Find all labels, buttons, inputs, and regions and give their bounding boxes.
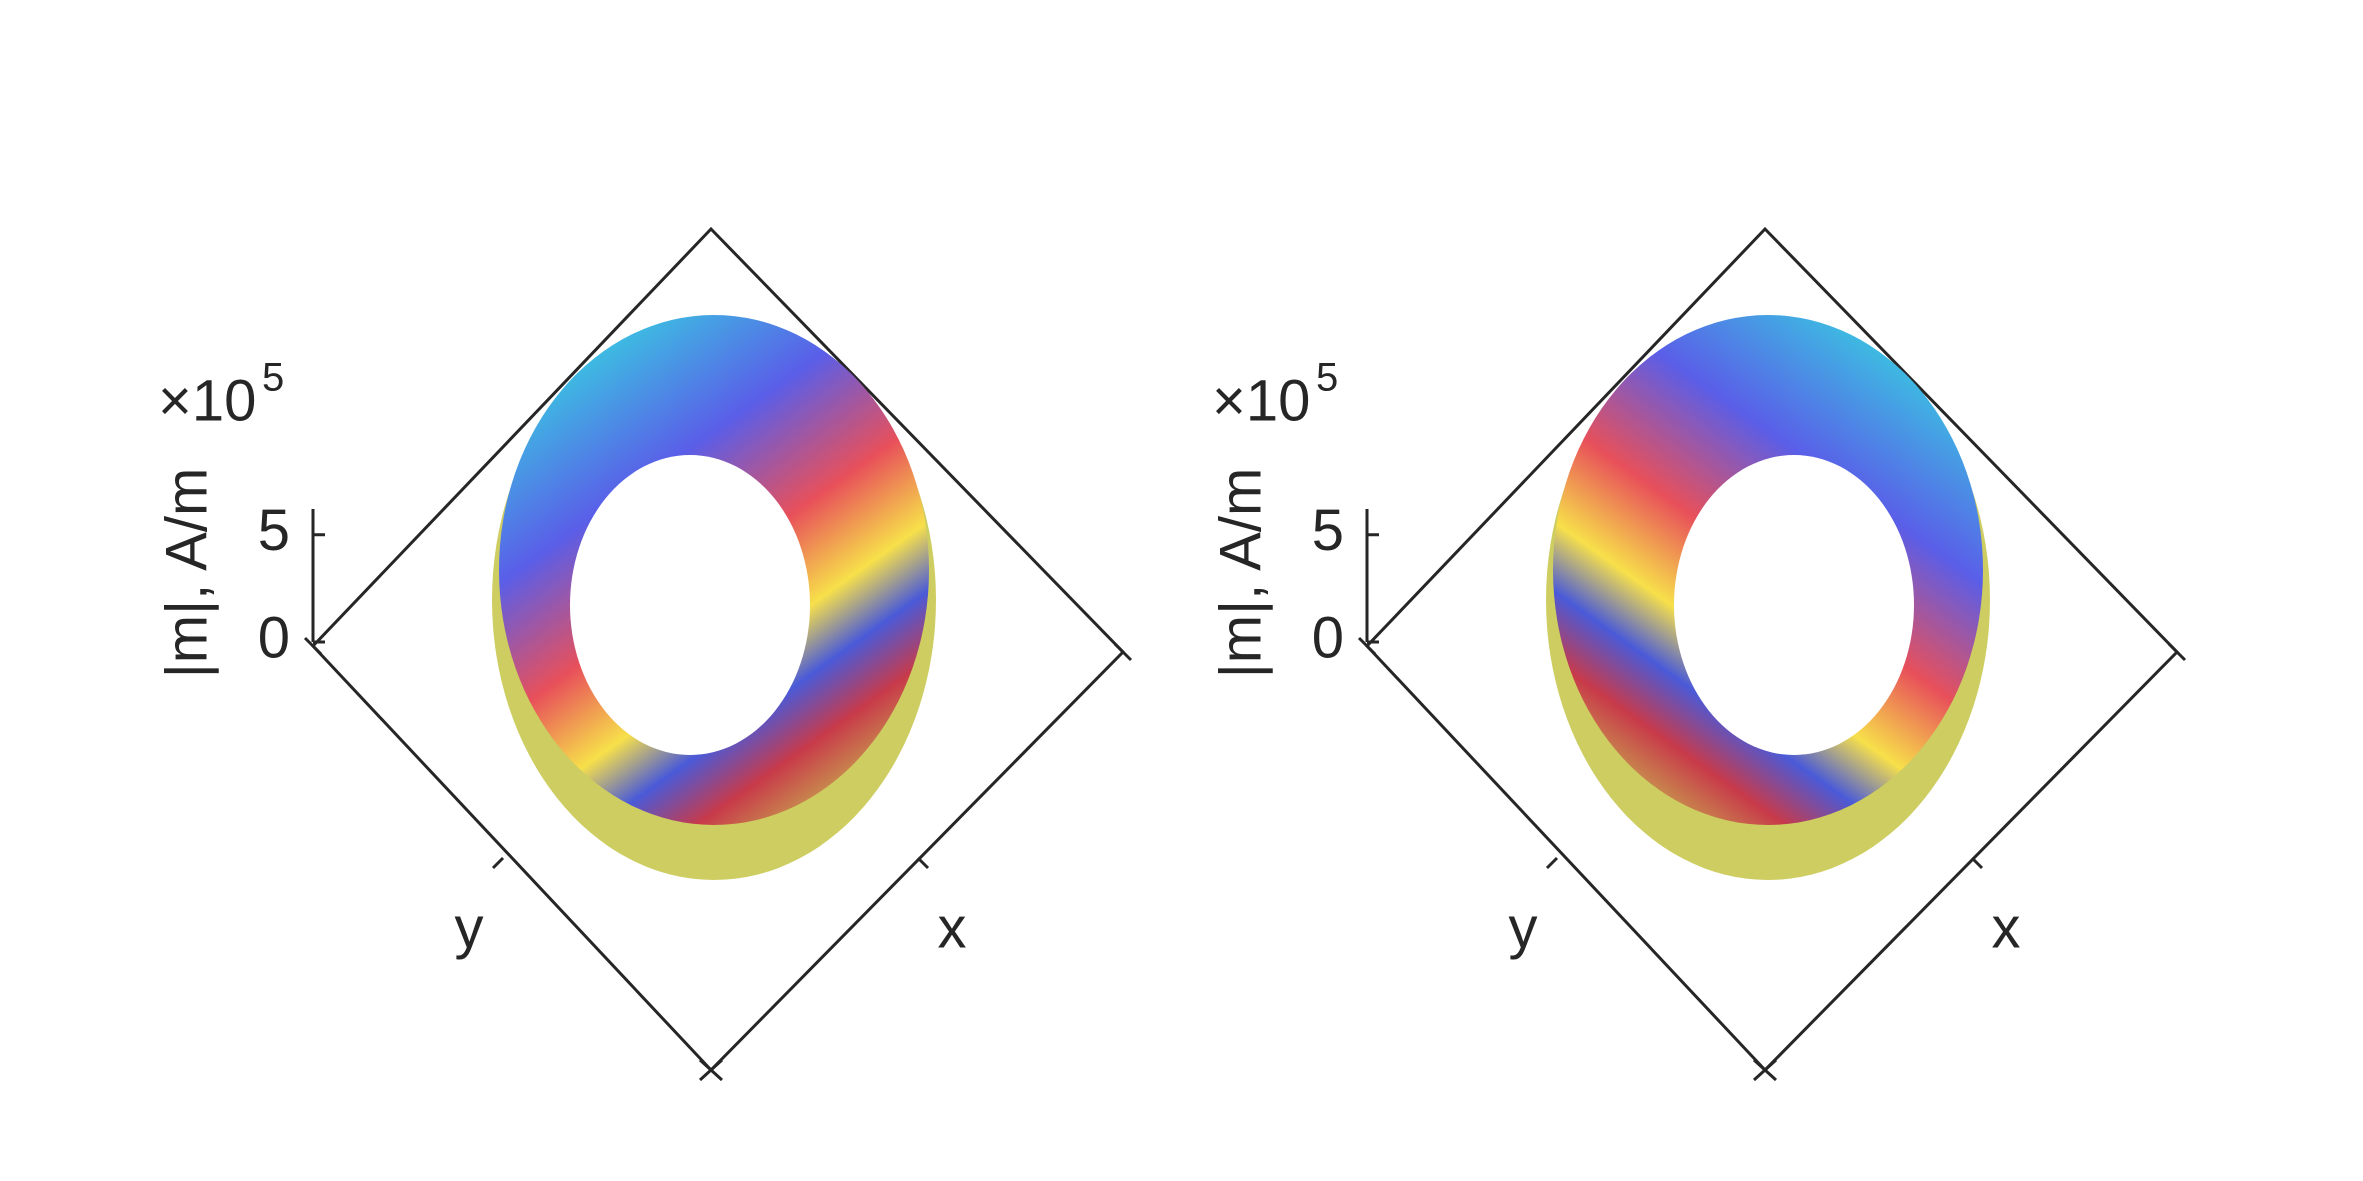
axis-tick [1970, 856, 1984, 870]
corner-tick [1357, 636, 2187, 662]
y-axis-label: y [1509, 895, 1538, 960]
x-axis-label: x [1992, 895, 2021, 960]
y-axis-label: y [455, 895, 484, 960]
z-tick-label: 0 [258, 605, 290, 670]
axis-tick [916, 856, 930, 870]
corner-tick [1752, 1058, 1778, 1082]
z-multiplier: ×10 [1212, 368, 1310, 433]
panel: 0 5×10 5 |m|, A/m x y [154, 226, 1133, 1082]
corner-tick [698, 1058, 724, 1082]
z-axis-label: |m|, A/m [1208, 468, 1273, 679]
z-tick-label: 5 [258, 498, 290, 563]
corner-tick [303, 636, 1133, 662]
z-multiplier: ×10 [158, 368, 256, 433]
axis-tick [491, 856, 505, 870]
x-axis-label: x [938, 895, 967, 960]
z-tick-label: 0 [1312, 605, 1344, 670]
z-tick-label: 5 [1312, 498, 1344, 563]
z-axis-label: |m|, A/m [154, 468, 219, 679]
z-exponent: 5 [1316, 356, 1338, 400]
panel: 0 5×10 5 |m|, A/m x y [1208, 226, 2187, 1082]
surface-hole [1674, 455, 1914, 755]
axis-tick [1545, 856, 1559, 870]
z-exponent: 5 [262, 356, 284, 400]
surface-hole [570, 455, 810, 755]
